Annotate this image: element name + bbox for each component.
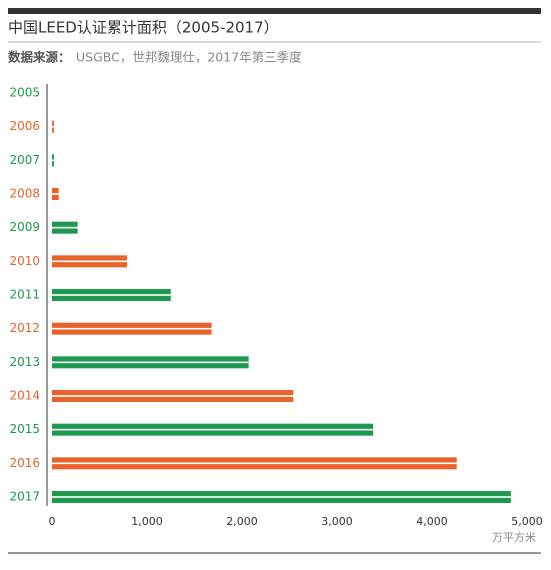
y-tick-label: 2010	[9, 254, 40, 268]
y-tick-label: 2011	[9, 288, 40, 302]
y-tick-label: 2014	[9, 389, 40, 403]
bar-stripe	[52, 428, 374, 431]
source-label: 数据来源：	[7, 50, 71, 65]
bar-stripe	[52, 327, 212, 330]
y-tick-label: 2017	[9, 490, 40, 504]
y-tick-label: 2006	[9, 119, 40, 133]
source-text: USGBC，世邦魏理仕，2017年第三季度	[76, 50, 302, 65]
bar-stripe	[52, 226, 78, 229]
y-tick-label: 2012	[9, 321, 40, 335]
bar-stripe	[52, 294, 171, 296]
y-tick-label: 2016	[9, 456, 40, 470]
bar-stripe	[52, 260, 128, 263]
chart-title: 中国LEED认证累计面积（2005-2017）	[8, 19, 279, 37]
x-tick-label: 4,000	[416, 515, 448, 528]
x-tick-label: 0	[49, 515, 56, 528]
bar-stripe	[52, 361, 249, 364]
bar-stripe	[52, 125, 54, 128]
x-tick-label: 5,000	[511, 515, 543, 528]
x-tick-label: 1,000	[131, 515, 163, 528]
y-tick-label: 2007	[9, 153, 40, 167]
bar-stripe	[52, 193, 59, 195]
y-tick-label: 2013	[9, 355, 40, 369]
bar-stripe	[52, 496, 511, 498]
x-axis-label: 万平方米	[492, 530, 536, 544]
y-tick-label: 2015	[9, 422, 40, 436]
y-tick-label: 2009	[9, 220, 40, 234]
bar-stripe	[52, 159, 54, 162]
x-tick-label: 2,000	[226, 515, 258, 528]
y-tick-label: 2005	[9, 86, 40, 100]
top-bar	[8, 8, 541, 14]
x-tick-label: 3,000	[321, 515, 353, 528]
y-tick-label: 2008	[9, 187, 40, 201]
bar-stripe	[52, 462, 457, 465]
bar-stripe	[52, 395, 294, 397]
